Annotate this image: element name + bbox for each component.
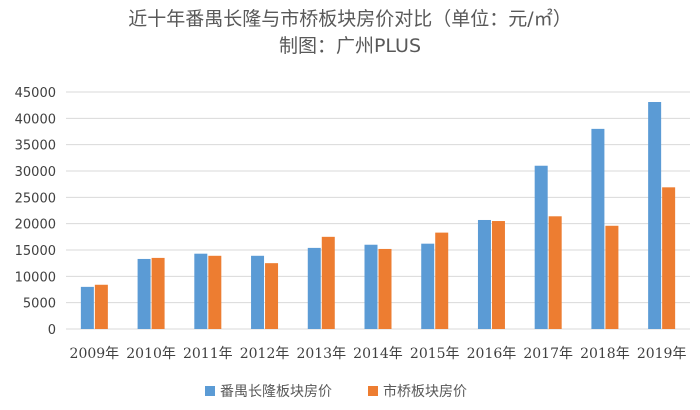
legend-label-panyu-changlong: 番禺长隆板块房价: [220, 384, 332, 400]
bar-panyu-changlong-0: [80, 286, 94, 329]
x-tick-label: 2018年: [580, 346, 630, 362]
bar-panyu-changlong-5: [364, 244, 378, 329]
bar-shiqiao-5: [378, 248, 392, 329]
bar-shiqiao-7: [491, 221, 505, 329]
legend-swatch-shiqiao: [368, 386, 378, 396]
y-tick-label: 5000: [23, 297, 56, 312]
bar-shiqiao-8: [548, 216, 562, 329]
chart-title-block: 近十年番禺长隆与市桥板块房价对比（单位：元/㎡） 制图：广州PLUS: [0, 6, 700, 60]
bar-shiqiao-3: [265, 263, 279, 329]
y-tick-label: 35000: [15, 139, 56, 154]
bar-panyu-changlong-9: [591, 128, 605, 329]
y-tick-label: 45000: [15, 86, 56, 101]
bar-shiqiao-1: [151, 257, 165, 329]
legend-label-shiqiao: 市桥板块房价: [383, 383, 467, 400]
x-tick-label: 2010年: [126, 346, 176, 362]
bar-panyu-changlong-10: [648, 102, 662, 329]
x-tick-label: 2017年: [523, 346, 573, 362]
bar-panyu-changlong-4: [307, 247, 321, 329]
x-tick-label: 2012年: [240, 346, 290, 362]
y-tick-label: 15000: [15, 244, 56, 259]
bar-panyu-changlong-6: [421, 243, 435, 329]
bar-shiqiao-0: [94, 284, 108, 329]
bar-panyu-changlong-2: [194, 253, 208, 329]
y-tick-label: 30000: [15, 165, 56, 180]
y-tick-label: 20000: [15, 218, 56, 233]
y-tick-label: 25000: [15, 191, 56, 206]
x-tick-label: 2014年: [353, 346, 403, 362]
bar-panyu-changlong-8: [534, 165, 548, 329]
bar-panyu-changlong-3: [251, 255, 265, 329]
x-tick-label: 2013年: [296, 346, 346, 362]
legend-swatch-panyu-changlong: [205, 386, 215, 396]
bar-shiqiao-6: [435, 232, 449, 329]
y-tick-label: 40000: [15, 112, 56, 127]
chart-subtitle: 制图：广州PLUS: [278, 35, 422, 57]
y-tick-label: 10000: [15, 270, 56, 285]
x-tick-label: 2019年: [637, 346, 687, 362]
bar-panyu-changlong-1: [137, 258, 151, 329]
bar-shiqiao-10: [662, 187, 676, 329]
bar-shiqiao-2: [208, 255, 222, 329]
x-tick-label: 2011年: [183, 346, 233, 362]
x-tick-label: 2016年: [467, 346, 517, 362]
bar-shiqiao-4: [321, 236, 335, 329]
y-tick-label: 0: [48, 323, 56, 338]
bar-panyu-changlong-7: [477, 219, 491, 329]
x-tick-label: 2015年: [410, 346, 460, 362]
chart-title: 近十年番禺长隆与市桥板块房价对比（单位：元/㎡）: [128, 8, 572, 30]
bar-shiqiao-9: [605, 225, 619, 329]
x-tick-label: 2009年: [70, 346, 120, 362]
